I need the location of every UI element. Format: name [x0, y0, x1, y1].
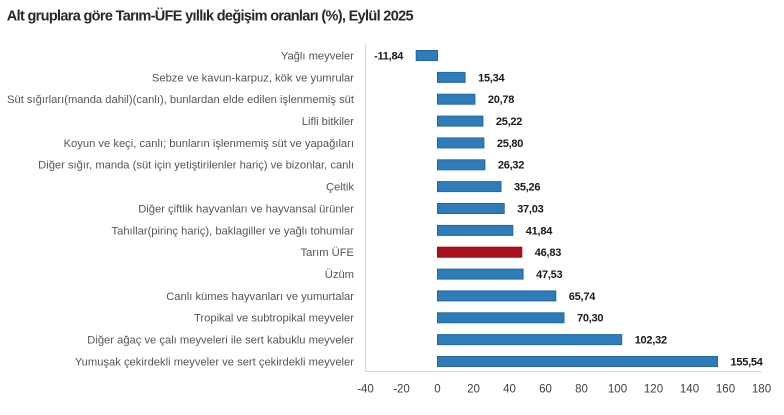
svg-text:25,80: 25,80: [497, 138, 523, 150]
svg-text:120: 120: [644, 384, 663, 396]
svg-text:15,34: 15,34: [478, 72, 505, 84]
svg-text:Alt gruplara göre Tarım-ÜFE yı: Alt gruplara göre Tarım-ÜFE yıllık değiş…: [7, 8, 414, 25]
svg-text:46,83: 46,83: [535, 247, 561, 259]
svg-text:20: 20: [467, 384, 480, 396]
svg-text:37,03: 37,03: [517, 203, 543, 215]
svg-text:26,32: 26,32: [498, 160, 524, 172]
svg-text:20,78: 20,78: [488, 94, 514, 106]
svg-text:102,32: 102,32: [635, 335, 667, 347]
svg-text:Canlı kümes hayvanları ve yumu: Canlı kümes hayvanları ve yumurtalar: [166, 291, 354, 303]
svg-text:Üzüm: Üzüm: [325, 269, 354, 281]
svg-text:-40: -40: [357, 384, 374, 396]
svg-text:180: 180: [752, 384, 771, 396]
svg-text:Tropikal ve subtropikal meyvel: Tropikal ve subtropikal meyveler: [194, 313, 354, 325]
svg-text:60: 60: [539, 384, 552, 396]
svg-text:Tahıllar(pirinç hariç), baklag: Tahıllar(pirinç hariç), baklagiller ve y…: [112, 225, 355, 237]
svg-text:-20: -20: [393, 384, 410, 396]
svg-text:160: 160: [716, 384, 735, 396]
svg-text:Çeltik: Çeltik: [326, 182, 354, 194]
svg-text:80: 80: [575, 384, 588, 396]
svg-text:Diğer ağaç ve çalı meyveleri i: Diğer ağaç ve çalı meyveleri ile sert ka…: [87, 335, 354, 347]
svg-text:Tarım ÜFE: Tarım ÜFE: [301, 247, 354, 259]
svg-text:Yağlı meyveler: Yağlı meyveler: [281, 50, 354, 62]
svg-text:140: 140: [680, 384, 699, 396]
svg-text:70,30: 70,30: [577, 313, 603, 325]
svg-text:100: 100: [608, 384, 627, 396]
svg-text:41,84: 41,84: [526, 225, 553, 237]
svg-text:25,22: 25,22: [496, 116, 522, 128]
svg-text:47,53: 47,53: [536, 269, 562, 281]
svg-text:Koyun ve keçi, canlı; bunların: Koyun ve keçi, canlı; bunların işlenmemi…: [64, 138, 354, 150]
svg-text:0: 0: [434, 384, 440, 396]
svg-text:155,54: 155,54: [731, 356, 764, 368]
svg-text:Lifli bitkiler: Lifli bitkiler: [302, 116, 354, 128]
svg-text:40: 40: [503, 384, 516, 396]
svg-text:Süt sığırları(manda dahil)(can: Süt sığırları(manda dahil)(canlı), bunla…: [7, 94, 355, 106]
svg-text:Yumuşak çekirdekli meyveler ve: Yumuşak çekirdekli meyveler ve sert çeki…: [75, 356, 354, 368]
svg-text:Sebze ve kavun-karpuz, kök ve: Sebze ve kavun-karpuz, kök ve yumrular: [152, 72, 354, 84]
svg-text:Diğer çiftlik hayvanları ve ha: Diğer çiftlik hayvanları ve hayvansal ür…: [138, 203, 354, 215]
svg-text:65,74: 65,74: [569, 291, 596, 303]
svg-text:-11,84: -11,84: [374, 50, 404, 62]
svg-text:Diğer sığır, manda (süt için y: Diğer sığır, manda (süt için yetiştirile…: [38, 160, 354, 172]
svg-text:35,26: 35,26: [514, 182, 540, 194]
